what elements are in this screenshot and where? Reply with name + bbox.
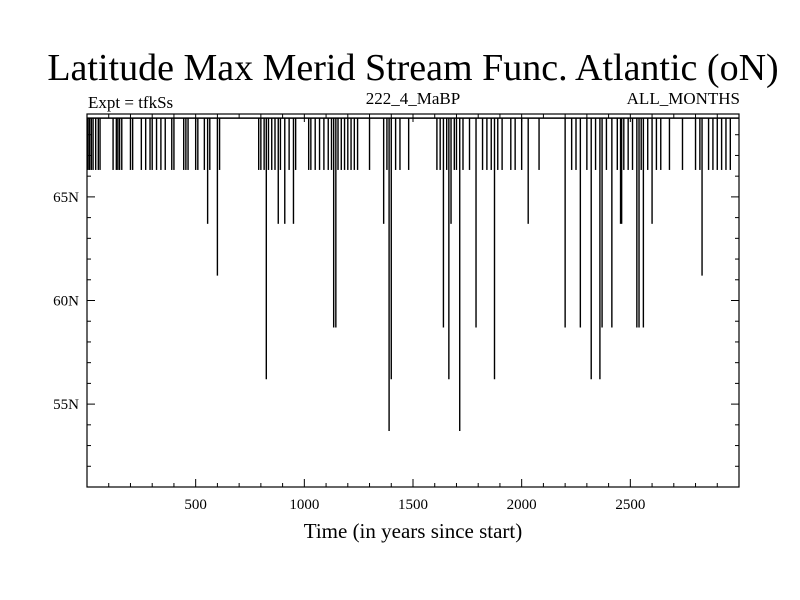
y-tick-label: 55N bbox=[53, 397, 79, 413]
x-tick-label: 500 bbox=[184, 497, 207, 513]
bars-group bbox=[87, 118, 732, 432]
expt-label: Expt = tfkSs bbox=[88, 93, 173, 112]
chart-title: Latitude Max Merid Stream Func. Atlantic… bbox=[47, 47, 778, 89]
run-label: 222_4_MaBP bbox=[366, 89, 460, 108]
x-tick-label: 1500 bbox=[398, 497, 428, 513]
x-axis-label: Time (in years since start) bbox=[304, 519, 523, 543]
x-tick-label: 2500 bbox=[615, 497, 645, 513]
months-label: ALL_MONTHS bbox=[627, 89, 740, 108]
x-tick-label: 2000 bbox=[507, 497, 537, 513]
axes-group: 500 1000 1500 2000 2500 55N 60N 65N bbox=[53, 113, 740, 513]
y-tick-label: 65N bbox=[53, 190, 79, 206]
y-tick-label: 60N bbox=[53, 294, 79, 310]
x-tick-label: 1000 bbox=[289, 497, 319, 513]
